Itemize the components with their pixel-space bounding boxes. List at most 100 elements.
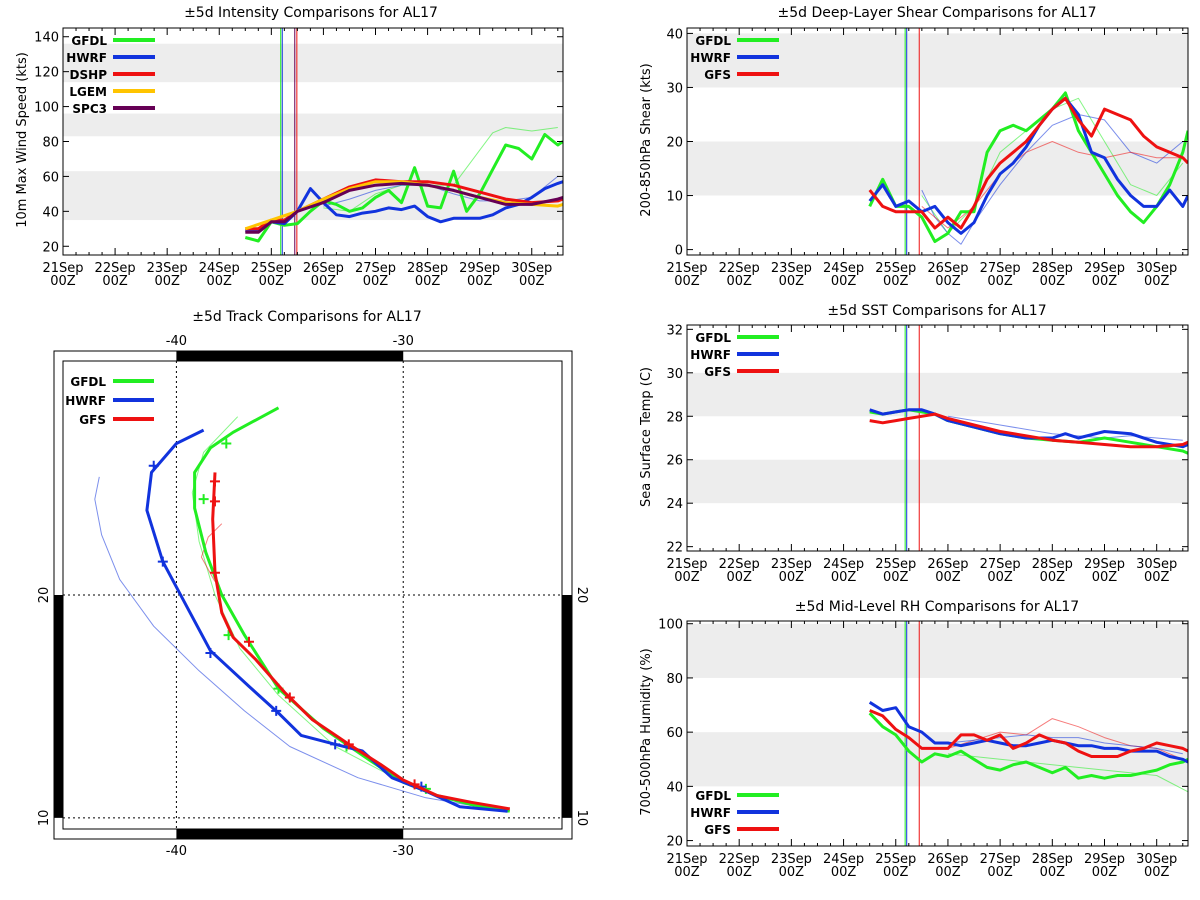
intensity-xtick-hour: 00Z — [154, 274, 180, 289]
shear-series-hwrf — [868, 96, 1188, 235]
intensity-xtick-hour: 00Z — [207, 274, 233, 289]
track-lat-label-left: 20 — [37, 587, 52, 604]
track-marker-gfs — [209, 476, 220, 487]
rh-xtick-label: 23Sep — [771, 852, 812, 867]
sst-xtick-label: 30Sep — [1136, 557, 1177, 572]
track-marker-gfs — [209, 496, 220, 507]
rh-ylabel: 700-500hPa Humidity (%) — [639, 648, 654, 815]
sst-title: ±5d SST Comparisons for AL17 — [827, 303, 1046, 319]
shear-xtick-label: 25Sep — [875, 261, 916, 276]
sst-xtick-hour: 00Z — [726, 570, 752, 585]
sst-xtick-hour: 00Z — [935, 570, 961, 585]
shear-xtick-label: 22Sep — [719, 261, 760, 276]
track-border-bar-bottom — [176, 829, 404, 839]
shear-ytick-label: 20 — [666, 136, 683, 151]
rh-xtick-label: 24Sep — [823, 852, 864, 867]
intensity-ytick-label: 100 — [34, 101, 59, 116]
rh-xtick-label: 30Sep — [1136, 852, 1177, 867]
intensity-ytick-label: 40 — [42, 205, 59, 220]
intensity-legend: GFDL HWRF DSHP LGEM SPC3 — [66, 34, 155, 116]
rh-xtick-hour: 00Z — [883, 865, 909, 880]
shear-xtick-label: 29Sep — [1084, 261, 1125, 276]
shear-xtick-hour: 00Z — [674, 274, 700, 289]
intensity-ytick-label: 120 — [34, 66, 59, 81]
rh-series-gfdl-ghost — [947, 753, 1188, 793]
shear-xtick-hour: 00Z — [987, 274, 1013, 289]
rh-xtick-hour: 00Z — [779, 865, 805, 880]
intensity-xtick-label: 27Sep — [355, 261, 396, 276]
rh-xtick-hour: 00Z — [1092, 865, 1118, 880]
track-marker-gfs — [284, 692, 295, 703]
sst-series-gfs — [869, 412, 1188, 449]
intensity-xtick-hour: 00Z — [363, 274, 389, 289]
intensity-xtick-hour: 00Z — [311, 274, 337, 289]
intensity-xtick-label: 22Sep — [95, 261, 136, 276]
intensity-ytick-label: 60 — [42, 170, 59, 185]
track-legend: GFDL HWRF GFS — [65, 375, 154, 427]
rh-panel: 2040608010021Sep00Z22Sep00Z23Sep00Z24Sep… — [658, 618, 1189, 880]
shear-title: ±5d Deep-Layer Shear Comparisons for AL1… — [777, 5, 1096, 21]
shear-series-gfdl — [868, 91, 1188, 243]
sst-frame — [686, 324, 1189, 552]
track-marker-gfs — [409, 779, 420, 790]
shear-series-group — [868, 91, 1188, 245]
intensity-panel: 2040608010012014021Sep00Z22Sep00Z23Sep00… — [34, 27, 564, 289]
intensity-ytick-label: 20 — [42, 240, 59, 255]
shear-legend: GFDL HWRF GFS — [690, 34, 779, 82]
rh-ytick-label: 20 — [666, 835, 683, 850]
intensity-xtick-label: 28Sep — [407, 261, 448, 276]
shear-ylabel: 200-850hPa Shear (kts) — [639, 63, 654, 216]
shear-panel: 01020304021Sep00Z22Sep00Z23Sep00Z24Sep00… — [666, 27, 1189, 289]
sst-band — [687, 459, 1188, 504]
track-series-group — [94, 406, 511, 813]
track-marker-hwrf — [330, 739, 341, 750]
shear-xtick-label: 27Sep — [980, 261, 1021, 276]
sst-ytick-label: 28 — [666, 410, 683, 425]
shear-xtick-hour: 00Z — [1040, 274, 1066, 289]
shear-xtick-label: 26Sep — [927, 261, 968, 276]
shear-band — [687, 141, 1188, 196]
sst-xtick-label: 23Sep — [771, 557, 812, 572]
track-marker-gfs — [209, 567, 220, 578]
intensity-ytick-label: 140 — [34, 31, 59, 46]
sst-legend: GFDL HWRF GFS — [690, 331, 779, 379]
rh-xtick-label: 27Sep — [980, 852, 1021, 867]
track-legend-label: HWRF — [65, 394, 106, 408]
sst-xtick-label: 21Sep — [666, 557, 707, 572]
track-marker-gfdl — [198, 494, 209, 505]
shear-xtick-label: 23Sep — [771, 261, 812, 276]
intensity-legend-label: LGEM — [69, 85, 107, 99]
track-lat-label-right: 20 — [574, 587, 589, 604]
shear-xtick-label: 28Sep — [1032, 261, 1073, 276]
sst-panel: 22242628303221Sep00Z22Sep00Z23Sep00Z24Se… — [666, 323, 1189, 585]
rh-xtick-label: 22Sep — [719, 852, 760, 867]
shear-ytick-label: 40 — [666, 27, 683, 42]
intensity-xtick-label: 24Sep — [199, 261, 240, 276]
rh-ytick-label: 60 — [666, 726, 683, 741]
shear-series-gfs-ghost — [921, 141, 1183, 229]
shear-xtick-label: 30Sep — [1136, 261, 1177, 276]
sst-band — [687, 372, 1188, 417]
plot-layer: 2040608010012014021Sep00Z22Sep00Z23Sep00… — [34, 27, 1189, 880]
shear-xtick-hour: 00Z — [1092, 274, 1118, 289]
rh-xtick-hour: 00Z — [831, 865, 857, 880]
intensity-series-spc3 — [245, 181, 563, 234]
rh-band — [687, 623, 1188, 678]
sst-legend-label: HWRF — [690, 348, 731, 362]
rh-legend-label: GFDL — [695, 789, 731, 803]
track-marker-hwrf — [148, 460, 159, 471]
shear-ytick-label: 10 — [666, 190, 683, 205]
rh-xtick-hour: 00Z — [987, 865, 1013, 880]
intensity-xtick-label: 29Sep — [459, 261, 500, 276]
track-marker-gfs — [343, 739, 354, 750]
track-title: ±5d Track Comparisons for AL17 — [192, 309, 422, 325]
intensity-band — [63, 113, 563, 137]
shear-xtick-label: 21Sep — [666, 261, 707, 276]
track-legend-label: GFS — [79, 413, 106, 427]
rh-title: ±5d Mid-Level RH Comparisons for AL17 — [795, 599, 1079, 615]
rh-xtick-hour: 00Z — [1040, 865, 1066, 880]
rh-legend-label: HWRF — [690, 806, 731, 820]
intensity-title: ±5d Intensity Comparisons for AL17 — [184, 5, 438, 21]
intensity-xtick-hour: 00Z — [467, 274, 493, 289]
